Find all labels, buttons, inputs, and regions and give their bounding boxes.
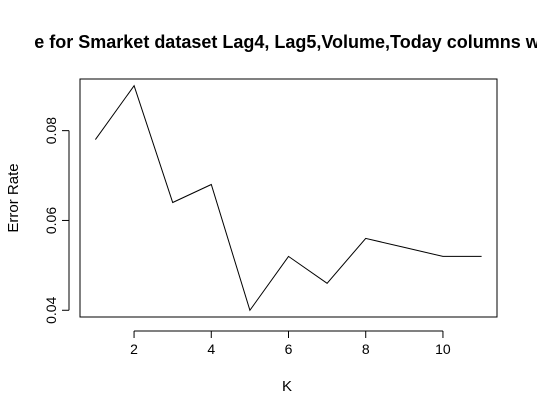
x-tick-label: 4 [207,341,215,357]
x-tick-label: 2 [130,341,138,357]
x-tick-label: 10 [435,341,451,357]
y-tick-label: 0.06 [43,207,59,234]
y-axis: 0.04 0.06 0.08 [43,117,70,324]
x-tick-label: 8 [362,341,370,357]
chart-title: e for Smarket dataset Lag4, Lag5,Volume,… [34,32,537,52]
y-tick-label: 0.08 [43,117,59,144]
x-axis: 2 4 6 8 10 [130,330,451,357]
series-line [94,84,482,312]
x-axis-label: K [282,378,292,395]
x-tick-label: 6 [285,341,293,357]
y-axis-label: Error Rate [5,163,22,232]
y-tick-label: 0.04 [43,296,59,323]
plot-frame [79,78,498,318]
